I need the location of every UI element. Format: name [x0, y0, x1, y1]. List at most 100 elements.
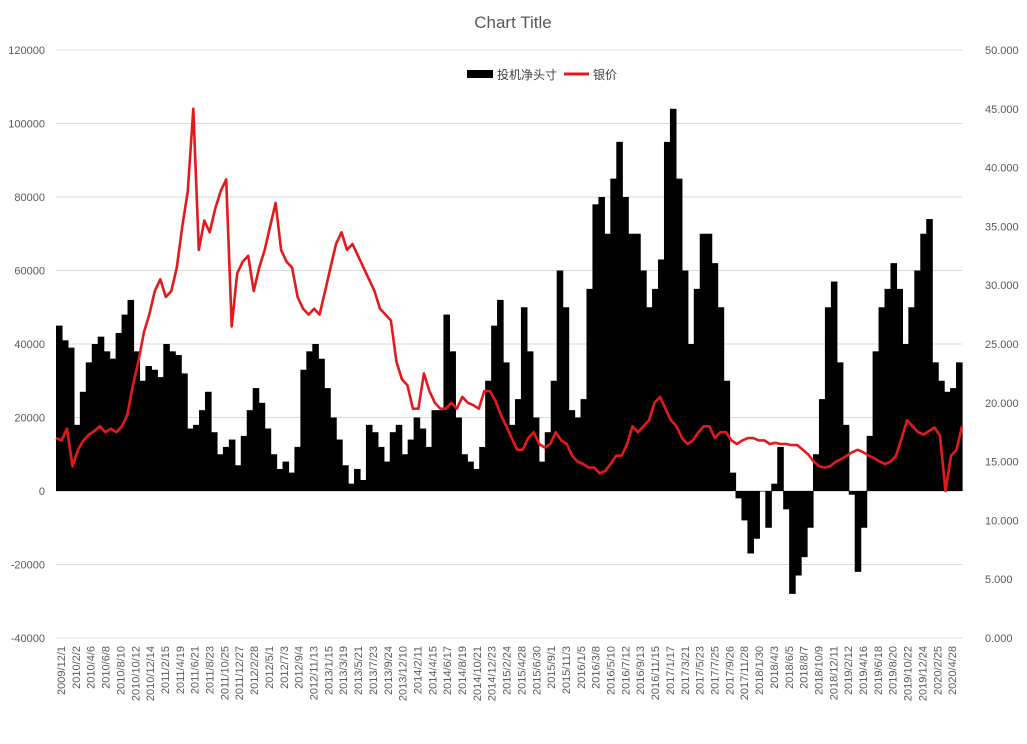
- x-tick-label: 2017/3/21: [680, 646, 692, 695]
- bar: [431, 410, 439, 491]
- bar: [234, 465, 242, 491]
- x-tick-label: 2016/11/15: [650, 646, 662, 700]
- bar: [485, 380, 492, 491]
- bar: [187, 428, 194, 491]
- bar: [526, 351, 534, 491]
- right-axis: 0.000 5.000 10.000 15.000 20.000 25.000 30.000…: [985, 45, 1019, 645]
- bar: [908, 307, 915, 491]
- bar: [103, 351, 111, 491]
- x-tick-label: 2016/9/13: [635, 646, 647, 695]
- y-right-tick-label: 45.000: [985, 104, 1019, 116]
- bar: [884, 288, 892, 491]
- bar: [312, 344, 319, 491]
- x-tick-label: 2013/3/19: [338, 646, 350, 695]
- bar: [348, 483, 355, 491]
- legend: 投机净头寸 银价: [467, 67, 617, 82]
- bar: [306, 351, 313, 491]
- bar: [866, 435, 874, 491]
- bar: [592, 204, 600, 491]
- bar: [836, 362, 844, 491]
- y-left-tick-label: -40000: [11, 633, 45, 645]
- x-tick-label: 2011/6/21: [190, 646, 202, 694]
- x-tick-label: 2014/4/15: [427, 646, 439, 695]
- bar: [216, 454, 224, 491]
- bar: [479, 446, 486, 491]
- bar: [73, 424, 81, 491]
- bar: [914, 270, 921, 491]
- bar: [824, 307, 832, 491]
- y-left-tick-label: 60000: [14, 266, 45, 278]
- bar: [437, 410, 445, 491]
- bar: [324, 388, 331, 491]
- bar: [854, 491, 862, 572]
- bar: [586, 288, 594, 491]
- bar: [318, 358, 325, 491]
- legend-label-net-position: 投机净头寸: [497, 67, 557, 82]
- bar: [574, 417, 582, 491]
- bar: [449, 351, 456, 491]
- legend-swatch-net-position: [467, 70, 493, 78]
- bar: [252, 388, 260, 491]
- y-left-tick-label: -20000: [11, 560, 45, 572]
- x-tick-label: 2019/4/16: [858, 646, 870, 695]
- bar: [872, 351, 880, 491]
- legend-label-silver-price: 银价: [593, 68, 617, 82]
- x-tick-label: 2010/4/6: [86, 646, 98, 689]
- y-left-tick-label: 40000: [14, 339, 45, 351]
- x-tick-label: 2019/12/24: [917, 646, 929, 701]
- bar: [652, 288, 659, 491]
- bar: [401, 454, 409, 491]
- x-tick-label: 2009/12/1: [56, 646, 68, 695]
- x-tick-label: 2012/7/3: [279, 646, 291, 689]
- bar: [842, 424, 850, 491]
- bar: [634, 233, 641, 491]
- x-tick-label: 2013/12/10: [398, 646, 410, 701]
- bar: [67, 347, 75, 491]
- bar: [342, 465, 349, 491]
- chart-title: Chart Title: [474, 13, 551, 32]
- y-left-tick-label: 120000: [8, 45, 45, 57]
- bar: [246, 410, 254, 491]
- x-tick-label: 2018/8/7: [799, 646, 811, 689]
- bar: [276, 468, 284, 491]
- y-right-tick-label: 0.000: [985, 633, 1013, 645]
- bar: [383, 461, 391, 491]
- x-tick-label: 2012/2/28: [249, 646, 261, 695]
- bar: [818, 399, 826, 491]
- bar: [419, 428, 427, 491]
- bar: [425, 446, 433, 491]
- bar: [675, 178, 683, 491]
- bar: [115, 332, 123, 491]
- x-tick-label: 2015/2/24: [502, 646, 514, 695]
- bar: [604, 233, 611, 491]
- x-tick-label: 2011/8/23: [205, 646, 217, 694]
- x-tick-label: 2018/1/30: [754, 646, 766, 695]
- bar: [598, 197, 605, 491]
- x-tick-label: 2015/6/30: [531, 646, 543, 695]
- bar: [169, 351, 176, 491]
- x-tick-label: 2020/2/25: [932, 646, 944, 695]
- bar: [580, 399, 588, 491]
- bar: [562, 307, 570, 491]
- bar: [85, 362, 93, 491]
- bar: [812, 454, 820, 491]
- y-right-tick-label: 50.000: [985, 45, 1019, 57]
- bar: [121, 314, 129, 491]
- bar: [956, 362, 963, 491]
- bar: [193, 424, 200, 491]
- silver-price-line: [55, 107, 964, 493]
- bar: [145, 366, 152, 491]
- x-tick-label: 2013/7/23: [368, 646, 380, 695]
- bar: [896, 288, 903, 491]
- x-tick-label: 2017/7/25: [710, 646, 722, 695]
- bar: [902, 344, 909, 491]
- bar: [222, 446, 230, 491]
- x-tick-label: 2010/6/8: [101, 646, 113, 689]
- x-tick-label: 2015/9/1: [546, 646, 558, 689]
- bar: [622, 197, 629, 491]
- x-tick-label: 2019/2/12: [843, 646, 855, 695]
- y-right-tick-label: 40.000: [985, 163, 1019, 175]
- bar: [210, 432, 218, 491]
- left-axis: -40000 -20000 0 20000 40000 60000 80000 100000 1…: [8, 45, 45, 645]
